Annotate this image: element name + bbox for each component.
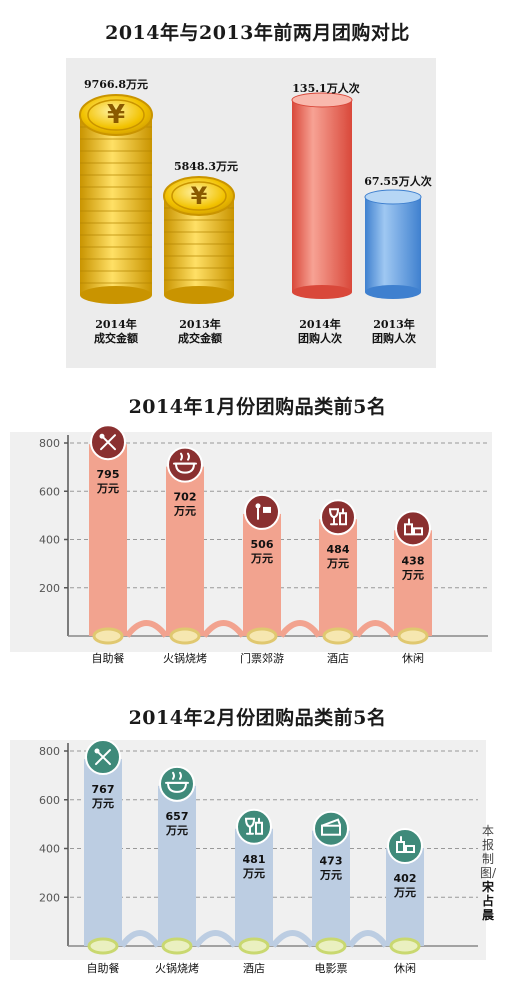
cylinder-value-2014: 135.1万人次 [292, 82, 360, 95]
top-graphics [79, 92, 422, 304]
bar-connector [354, 620, 397, 638]
top-title: 2014年与2013年前两月团购对比 [105, 22, 410, 44]
cylinder-caption-2014: 2014年 团购人次 [298, 318, 342, 345]
hotpot-icon [159, 765, 195, 802]
data-label: 795 [97, 468, 120, 481]
bar-connector [119, 930, 161, 948]
leisure-icon [395, 510, 431, 547]
bar [394, 530, 432, 636]
bar-connector [193, 930, 238, 948]
data-label: 484 [327, 543, 350, 556]
data-label-unit: 万元 [165, 824, 188, 837]
y-tick-label: 600 [39, 485, 60, 498]
chart2-title: 2014年2月份团购品类前5名 [128, 707, 387, 729]
bar [319, 519, 357, 636]
bar-base-ring [87, 937, 119, 955]
bar-base-ring [315, 937, 347, 955]
y-tick-label: 200 [39, 582, 60, 595]
x-tick-label: 自助餐 [92, 651, 125, 665]
x-tick-label: 休闲 [402, 651, 424, 665]
data-label: 473 [320, 855, 343, 868]
yuan-icon: ¥ [106, 100, 126, 130]
chart1-svg: 800600400200795万元自助餐702万元火锅烧烤506万元门票郊游48… [39, 424, 488, 665]
bar [312, 830, 350, 946]
data-label-unit: 万元 [173, 505, 196, 518]
bar [166, 466, 204, 636]
cylinder-caption-2013: 2013年 团购人次 [372, 318, 416, 345]
utensils-icon [90, 424, 126, 461]
data-label: 481 [243, 853, 266, 866]
bar [386, 848, 424, 946]
data-label-unit: 万元 [91, 797, 114, 810]
bar [158, 785, 196, 946]
chart1-title: 2014年1月份团购品类前5名 [128, 396, 387, 418]
data-label-unit: 万元 [326, 557, 349, 570]
y-tick-label: 800 [39, 437, 60, 450]
coin-stack-2014 [79, 94, 153, 304]
y-tick-label: 800 [39, 745, 60, 758]
y-tick-label: 200 [39, 891, 60, 904]
bar-base-ring [322, 627, 354, 645]
x-tick-label: 酒店 [243, 961, 265, 975]
bar-base-ring [161, 937, 193, 955]
sightseeing-icon [244, 493, 280, 530]
bar-connector [270, 930, 315, 948]
bar-connector [124, 620, 169, 638]
x-tick-label: 火锅烧烤 [163, 651, 207, 665]
bar [243, 513, 281, 636]
coin-stack-2013 [163, 176, 235, 304]
x-tick-label: 火锅烧烤 [155, 961, 199, 975]
data-label-unit: 万元 [401, 568, 424, 581]
y-tick-label: 400 [39, 843, 60, 856]
x-tick-label: 酒店 [327, 651, 349, 665]
yuan-icon: ¥ [190, 182, 208, 210]
x-tick-label: 休闲 [394, 961, 416, 975]
data-label: 702 [174, 491, 197, 504]
data-label-unit: 万元 [242, 867, 265, 880]
bar-base-ring [246, 627, 278, 645]
bar-connector [278, 620, 322, 638]
coin-caption-2014: 2014年 成交金额 [94, 318, 138, 345]
y-tick-label: 400 [39, 534, 60, 547]
x-tick-label: 电影票 [315, 962, 348, 975]
bar-base-ring [397, 627, 429, 645]
data-label: 657 [166, 810, 189, 823]
x-tick-label: 自助餐 [87, 961, 120, 975]
bar-base-ring [238, 937, 270, 955]
y-tick-label: 600 [39, 794, 60, 807]
data-label-unit: 万元 [319, 869, 342, 882]
bar-connector [201, 620, 246, 638]
cylinder-value-2013: 67.55万人次 [364, 175, 432, 188]
wine-glass-icon [320, 499, 356, 536]
data-label-unit: 万元 [96, 482, 119, 495]
bar-base-ring [389, 937, 421, 955]
data-label: 506 [251, 538, 274, 551]
utensils-icon [85, 739, 121, 776]
bar [84, 759, 122, 946]
leisure-icon [387, 828, 423, 865]
data-label: 767 [92, 783, 115, 796]
bar-base-ring [169, 627, 201, 645]
x-tick-label: 门票郊游 [240, 651, 284, 665]
cylinder-2013 [364, 189, 422, 299]
data-label: 438 [402, 554, 425, 567]
coin-value-2013: 5848.3万元 [173, 160, 239, 173]
bar [235, 828, 273, 946]
bar-connector [347, 930, 389, 948]
coin-caption-2013: 2013年 成交金额 [178, 318, 222, 345]
data-label-unit: 万元 [393, 886, 416, 899]
film-icon [313, 810, 349, 847]
hotpot-icon [167, 446, 203, 483]
data-label-unit: 万元 [250, 552, 273, 565]
bar-base-ring [92, 627, 124, 645]
wine-glass-icon [236, 808, 272, 845]
coin-value-2014: 9766.8万元 [83, 78, 149, 91]
cylinder-2014 [291, 92, 353, 299]
bar [89, 444, 127, 636]
data-label: 402 [394, 872, 417, 885]
credit-text: 本报制图/宋占晨 [480, 824, 497, 922]
